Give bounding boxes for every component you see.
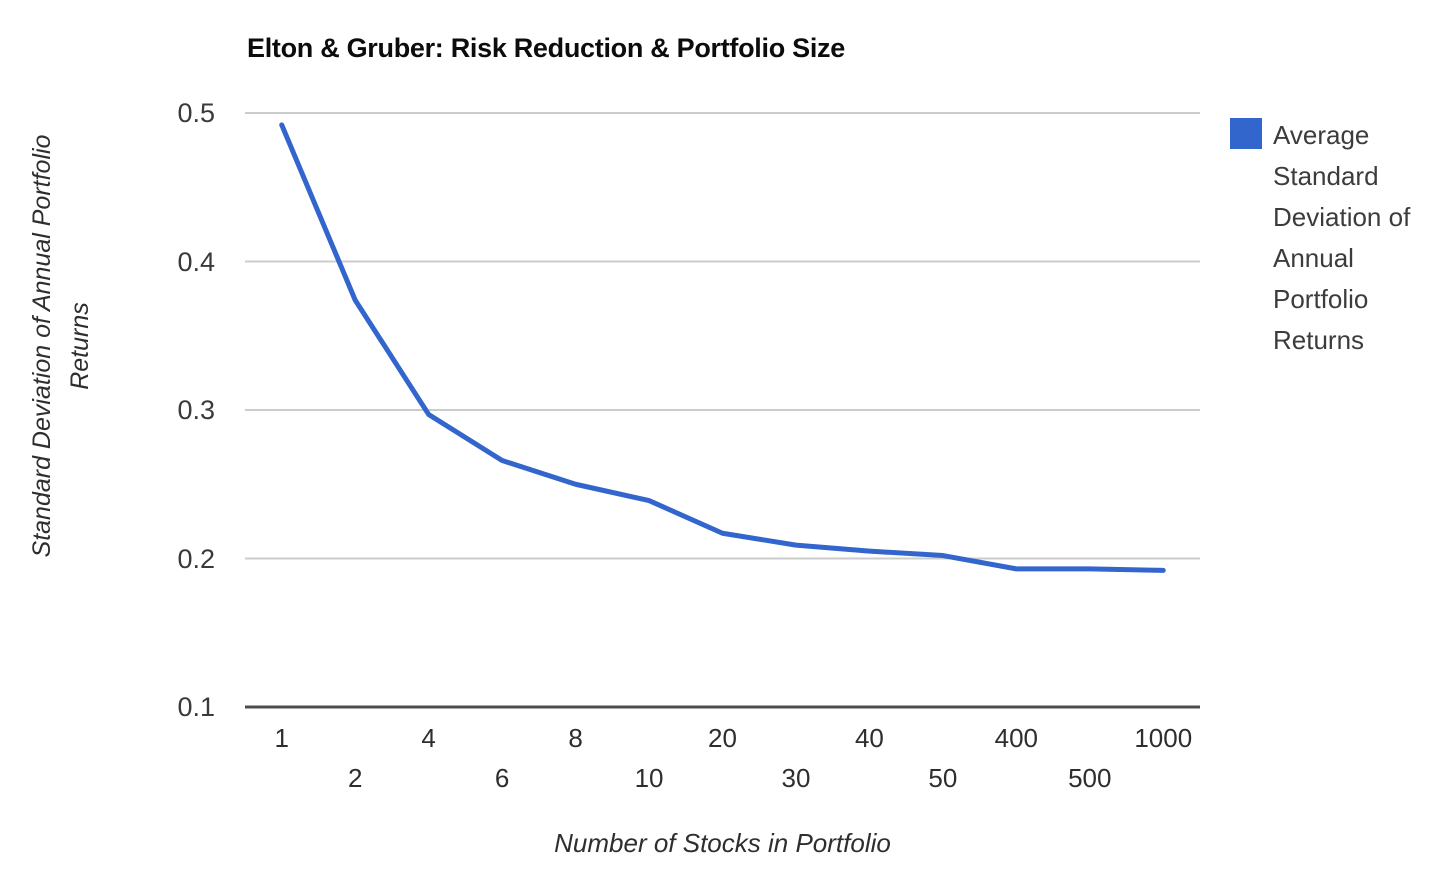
legend-swatch — [1230, 118, 1262, 149]
y-tick-label: 0.3 — [177, 395, 215, 425]
y-tick-label: 0.5 — [177, 98, 215, 128]
chart-title: Elton & Gruber: Risk Reduction & Portfol… — [247, 33, 845, 63]
legend: Average Standard Deviation of Annual Portfol… — [1230, 115, 1455, 361]
legend-label-line: Returns — [1273, 325, 1365, 355]
legend-label-line: Deviation of — [1273, 202, 1411, 232]
y-tick-label: 0.1 — [177, 692, 215, 722]
x-tick-label: 1000 — [1134, 723, 1193, 753]
legend-label-line: Average — [1273, 120, 1370, 150]
x-tick-label: 8 — [568, 723, 583, 753]
legend-label-line: Annual — [1273, 243, 1354, 273]
x-tick-label: 40 — [854, 723, 884, 753]
x-tick-label: 400 — [994, 723, 1039, 753]
y-tick-label: 0.4 — [177, 246, 215, 277]
x-tick-label: 500 — [1068, 763, 1112, 793]
x-tick-label: 6 — [494, 763, 510, 793]
legend-label: Average Standard Deviation of Annual Portfol… — [1273, 115, 1455, 361]
legend-label-line: Standard — [1273, 161, 1379, 191]
x-tick-label: 1 — [274, 723, 289, 753]
x-tick-label: 50 — [928, 763, 958, 793]
x-tick-label: 10 — [634, 763, 664, 793]
y-tick-label: 0.2 — [177, 543, 215, 574]
x-tick-label: 30 — [781, 763, 811, 793]
x-tick-label: 2 — [347, 763, 363, 793]
x-tick-label: 20 — [708, 723, 737, 753]
x-tick-label: 4 — [421, 723, 436, 753]
data-line — [279, 122, 1166, 573]
legend-label-line: Portfolio — [1273, 284, 1369, 314]
x-axis-title: Number of Stocks in Portfolio — [554, 828, 891, 858]
